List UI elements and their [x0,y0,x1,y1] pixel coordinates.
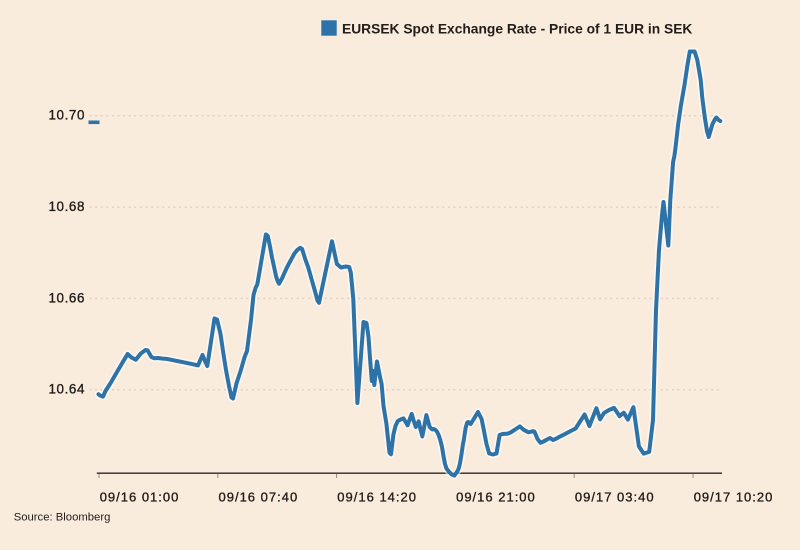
svg-text:09/16 14:20: 09/16 14:20 [337,490,417,505]
svg-text:09/16 07:40: 09/16 07:40 [219,490,299,505]
svg-text:10.70: 10.70 [48,108,85,123]
svg-text:09/16 21:00: 09/16 21:00 [456,490,536,505]
svg-text:Source: Bloomberg: Source: Bloomberg [14,512,111,524]
svg-text:10.64: 10.64 [48,382,85,397]
svg-text:10.66: 10.66 [48,290,85,305]
svg-text:09/17 10:20: 09/17 10:20 [694,490,774,505]
svg-text:09/17 03:40: 09/17 03:40 [575,490,655,505]
svg-text:10.68: 10.68 [48,199,85,214]
svg-text:EURSEK Spot Exchange Rate - Pr: EURSEK Spot Exchange Rate - Price of 1 E… [342,22,692,37]
svg-text:09/16 01:00: 09/16 01:00 [100,490,180,505]
